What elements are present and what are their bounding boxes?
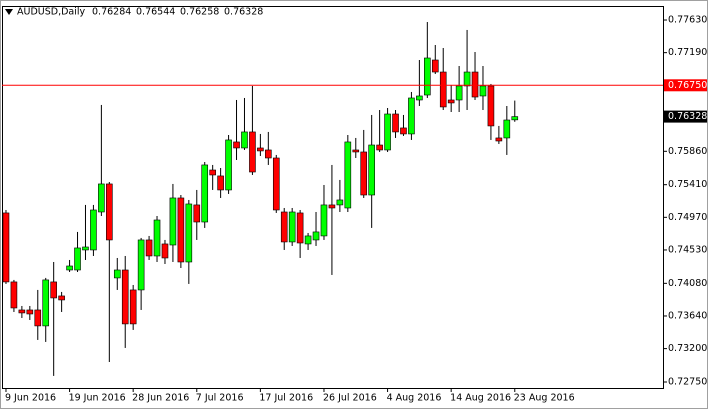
candle-body	[416, 95, 423, 101]
candle-body	[241, 131, 248, 149]
candle-body	[320, 204, 328, 237]
y-tick-label: 0.72750	[668, 376, 707, 387]
candle-body	[471, 71, 479, 98]
header-low: 0.76258	[180, 7, 219, 18]
y-tick-label: 0.75860	[668, 146, 707, 157]
candle-body	[280, 211, 288, 243]
y-tick-label: 0.73200	[668, 343, 707, 354]
candle-body	[66, 265, 73, 271]
candle-body	[265, 149, 272, 159]
candle-body	[479, 85, 487, 97]
candle-body	[392, 113, 399, 133]
candle-body	[463, 71, 471, 87]
candle-body	[169, 197, 177, 246]
plot-frame	[2, 6, 664, 389]
candle-body	[26, 309, 34, 315]
price-label: 0.76328	[668, 111, 707, 122]
candle-body	[447, 99, 455, 104]
x-tick-label: 26 Jul 2016	[323, 393, 377, 404]
candle-body	[368, 144, 375, 196]
header-close: 0.76328	[224, 7, 263, 18]
candle-body	[336, 199, 344, 206]
level-label-box	[664, 79, 707, 92]
candle-body	[137, 239, 145, 291]
candle-body	[288, 211, 296, 243]
candle-body	[185, 203, 193, 263]
header-open: 0.76284	[92, 7, 131, 18]
candle-body	[304, 235, 312, 245]
collapse-icon	[5, 9, 13, 15]
candle-body	[424, 57, 431, 96]
x-tick-label: 17 Jul 2016	[259, 393, 313, 404]
y-tick-label: 0.74080	[668, 278, 707, 289]
candle-body	[344, 141, 352, 209]
candle-body	[233, 141, 240, 149]
candle-body	[511, 116, 519, 121]
candle-body	[328, 204, 336, 209]
x-tick-label: 14 Aug 2016	[450, 393, 511, 404]
candle-body	[177, 197, 185, 263]
y-tick-label: 0.74970	[668, 212, 707, 223]
candle-body	[376, 144, 383, 151]
candle-body	[113, 269, 121, 279]
candle-body	[10, 281, 18, 309]
candle-body	[257, 147, 264, 152]
candle-body	[161, 243, 169, 259]
candle-body	[98, 183, 105, 213]
candle-body	[495, 137, 503, 142]
candle-body	[34, 309, 42, 327]
candle-body	[121, 269, 129, 325]
candle-body	[90, 209, 97, 251]
x-tick-label: 4 Aug 2016	[387, 393, 442, 404]
y-tick-label: 0.73640	[668, 310, 707, 321]
chart-title: AUDUSD,Daily	[17, 7, 86, 18]
candle-body	[408, 97, 415, 135]
candle-body	[439, 71, 447, 108]
x-tick-label: 9 Jun 2016	[5, 393, 56, 404]
candle-body	[384, 113, 391, 151]
candle-body	[431, 59, 439, 73]
candle-body	[312, 231, 320, 241]
candle-body	[106, 183, 113, 241]
candle-body	[360, 151, 368, 196]
candle-body	[225, 139, 232, 191]
candle-body	[249, 131, 256, 173]
candle-body	[209, 169, 216, 176]
x-tick-label: 23 Aug 2016	[514, 393, 575, 404]
y-tick-label: 0.74530	[668, 244, 707, 255]
candle-body	[217, 175, 224, 191]
candle-body	[153, 219, 161, 257]
candle-body	[193, 204, 201, 223]
candle-body	[82, 246, 89, 251]
candle-body	[129, 289, 137, 325]
candle-body	[58, 295, 65, 301]
x-tick-label: 19 Jun 2016	[69, 393, 126, 404]
candle-body	[487, 85, 495, 127]
candle-body	[503, 119, 511, 139]
candle-body	[272, 157, 280, 211]
candle-body	[2, 212, 10, 283]
level-label: 0.76750	[668, 80, 707, 91]
y-tick-label: 0.77190	[668, 47, 707, 58]
candle-body	[455, 85, 463, 101]
header-high: 0.76544	[136, 7, 175, 18]
candle-body	[352, 149, 360, 153]
price-label-box	[664, 110, 707, 123]
candle-body	[50, 281, 57, 299]
x-tick-label: 7 Jul 2016	[196, 393, 244, 404]
candle-body	[42, 279, 50, 327]
candle-body	[296, 212, 304, 244]
candle-body	[201, 164, 209, 223]
candle-body	[145, 239, 153, 257]
candle-body	[18, 309, 26, 314]
candle-body	[400, 127, 407, 135]
y-tick-label: 0.75410	[668, 179, 707, 190]
x-tick-label: 28 Jun 2016	[132, 393, 189, 404]
candle-body	[74, 247, 81, 271]
y-tick-label: 0.77630	[668, 15, 707, 26]
